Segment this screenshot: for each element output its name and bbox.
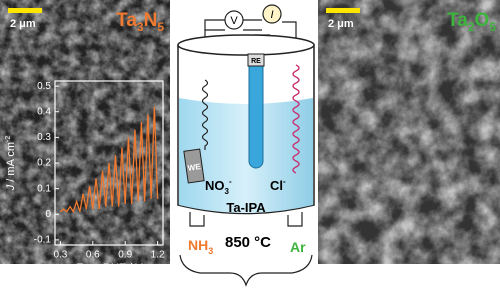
working-electrode (183, 148, 205, 184)
ammeter (262, 4, 282, 24)
scale-label: 2 μm (10, 18, 36, 30)
gas-label: Ar (290, 239, 306, 255)
brace (179, 254, 313, 287)
solution-label: Ta-IPA (226, 200, 266, 215)
y-tick-label: 0.5 (37, 81, 51, 92)
x-tick-label: 1.2 (151, 250, 165, 261)
y-label-part: / mA cm (5, 142, 17, 185)
y-axis-label: J / mA cm-2 (5, 136, 17, 192)
y-tick-label: 0 (45, 209, 51, 220)
x-axis-label: E vs. RHE / V (75, 262, 143, 274)
temperature-label: 850 °C (225, 234, 271, 251)
y-tick-label: 0.3 (37, 132, 51, 143)
y-tick-label: 0.2 (37, 158, 51, 169)
x-label-part: vs. (83, 262, 103, 274)
y-label-sup: -2 (5, 136, 12, 142)
ion-label: Cl- (270, 177, 286, 193)
ion-part: Cl (270, 178, 283, 193)
x-label-part: E (75, 262, 83, 274)
label-part: O (475, 10, 490, 31)
ion-part: NO (205, 178, 225, 193)
y-tick-label: 0.4 (37, 106, 51, 117)
y-tick-label: 0.1 (37, 183, 51, 194)
ion-sup: - (229, 177, 232, 186)
label-part: N (144, 10, 158, 31)
scale-bar (326, 8, 360, 13)
ion-sub: 3 (225, 187, 230, 196)
gas-part: NH (188, 237, 208, 253)
re-label: RE (251, 58, 261, 65)
inset-plot: 0.50.40.30.20.10-0.10.3 0.6 0.9 1.2E vs. RH… (5, 80, 165, 274)
feet (189, 212, 303, 227)
coil (201, 79, 209, 150)
x-tick-label: 0.6 (86, 250, 100, 261)
meter-label: V (230, 15, 238, 27)
ion-label: NO3- (205, 177, 232, 196)
label-part: Ta (116, 10, 137, 31)
liquid (179, 98, 313, 213)
ion-sup: - (283, 177, 286, 186)
material-label: Ta3N5 (116, 10, 164, 34)
label-sub: 3 (137, 20, 144, 34)
we-label: WE (187, 162, 202, 173)
label-part: Ta (447, 10, 468, 31)
beaker-top (177, 34, 315, 56)
counter-coil (292, 64, 300, 174)
cell (177, 4, 315, 287)
gas-label: NH3 (188, 237, 213, 256)
scale-label: 2 μm (328, 18, 354, 30)
scale-bar (8, 8, 42, 13)
sem-right-texture (318, 0, 500, 264)
label-sub: 2 (468, 20, 475, 34)
sem-left-texture (0, 0, 170, 264)
reference-electrode (248, 55, 264, 169)
y-tick-label: -0.1 (34, 235, 52, 246)
label-sub: 5 (489, 20, 496, 34)
x-label-part: RHE / V (103, 262, 143, 274)
x-tick-label: 0.9 (118, 250, 132, 261)
re-cap (247, 53, 265, 67)
voltmeter (224, 10, 244, 30)
material-label: Ta2O5 (447, 10, 496, 34)
gas-sub: 3 (208, 246, 213, 256)
current-trace (59, 106, 159, 214)
label-sub: 5 (157, 20, 164, 34)
y-label-part: J (5, 184, 17, 191)
meter-label: I (270, 9, 273, 21)
x-tick-label: 0.3 (53, 250, 67, 261)
